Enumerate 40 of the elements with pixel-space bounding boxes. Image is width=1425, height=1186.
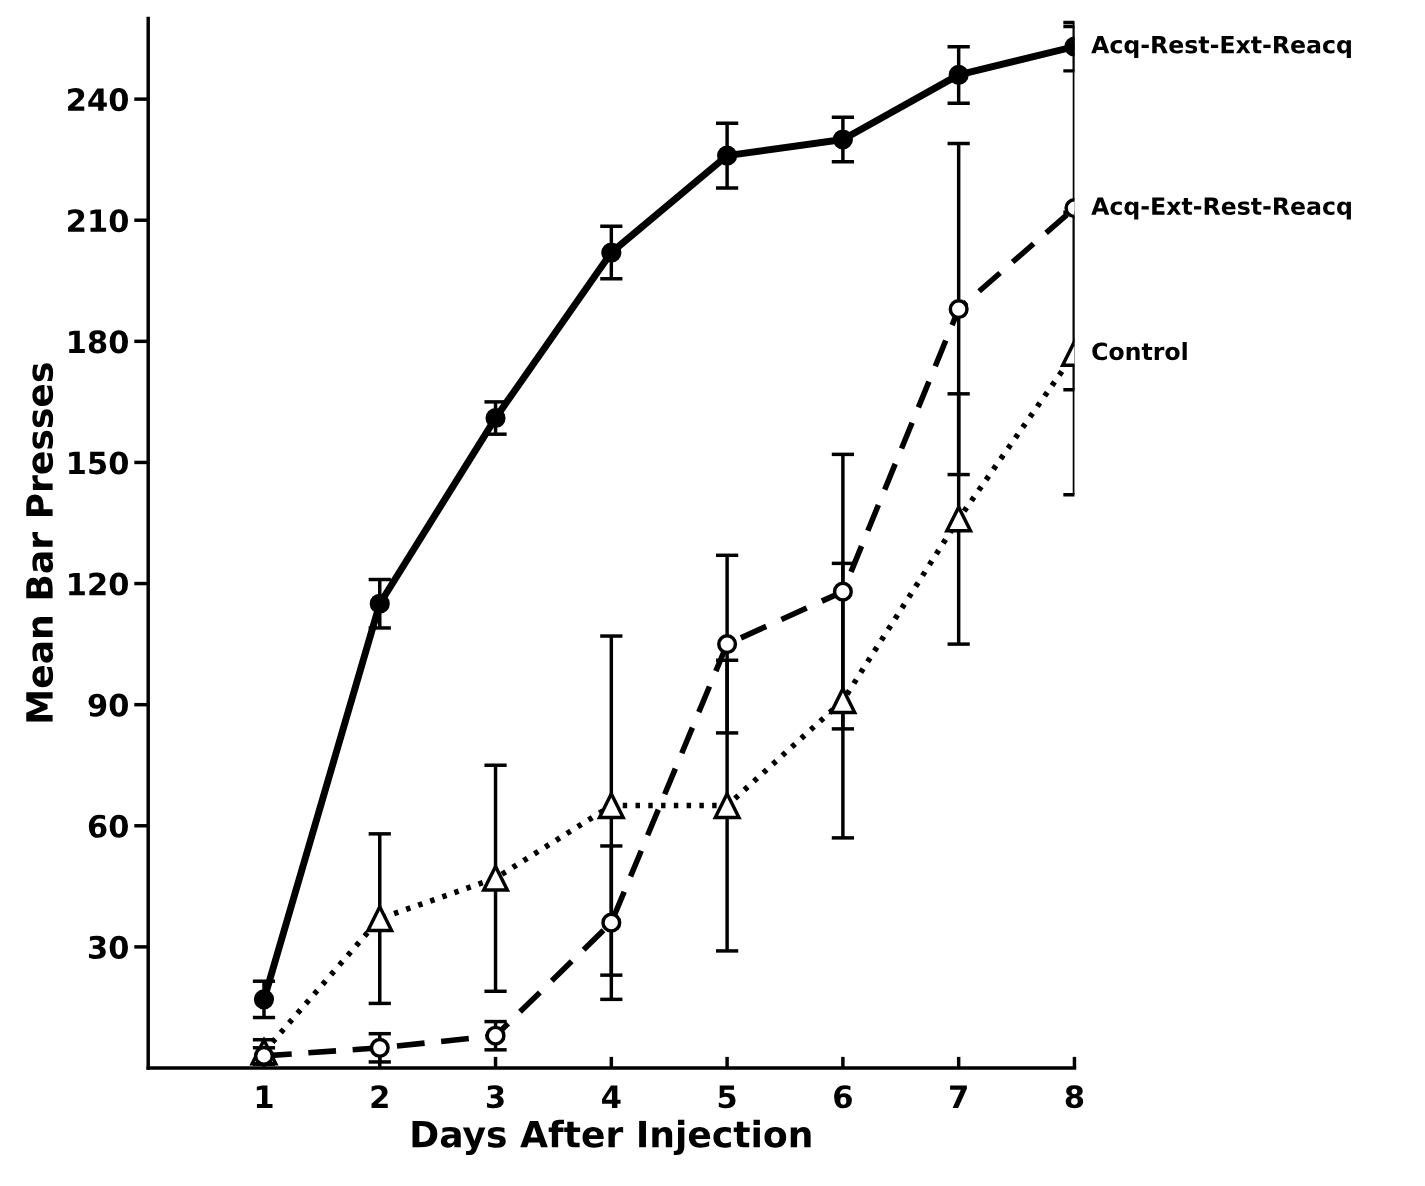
point	[948, 298, 969, 320]
y-tick-label: 30	[88, 935, 128, 959]
x-axis-title: Days After Injection	[412, 1119, 811, 1156]
point	[829, 687, 857, 715]
point	[369, 1037, 390, 1058]
x-tick-label: 4	[602, 1085, 621, 1108]
point	[369, 593, 390, 614]
series-label: Acq-Ext-Rest-Reacq	[1091, 197, 1351, 220]
point	[717, 145, 738, 166]
point	[485, 1025, 506, 1046]
y-tick-label: 240	[68, 88, 128, 112]
point	[482, 864, 510, 892]
point	[945, 505, 973, 533]
point	[832, 581, 853, 602]
x-tick-label: 5	[718, 1085, 736, 1109]
y-tick-label: 180	[69, 330, 128, 354]
point	[601, 912, 622, 933]
point	[713, 792, 741, 820]
x-tick-label: 2	[371, 1085, 388, 1108]
x-tick-label: 1	[256, 1085, 273, 1108]
point	[366, 905, 394, 933]
series-label: Acq-Rest-Ext-Reacq	[1091, 35, 1351, 59]
series-label: Control	[1092, 342, 1187, 361]
y-axis-title: Mean Bar Presses	[26, 363, 54, 722]
point	[485, 407, 506, 429]
y-tick-label: 90	[88, 693, 128, 717]
y-tick-label: 210	[68, 209, 128, 233]
point	[948, 64, 969, 85]
point	[832, 129, 853, 150]
x-tick-label: 8	[1065, 1085, 1084, 1109]
point	[717, 634, 738, 655]
point	[253, 989, 275, 1010]
x-tick-label: 6	[834, 1085, 852, 1109]
x-tick-label: 3	[486, 1085, 504, 1109]
y-tick-label: 150	[69, 451, 128, 475]
point	[597, 792, 625, 820]
x-tick-label: 7	[950, 1085, 967, 1108]
y-tick-label: 60	[88, 814, 128, 838]
y-tick-label: 120	[69, 572, 128, 596]
point	[601, 242, 622, 263]
